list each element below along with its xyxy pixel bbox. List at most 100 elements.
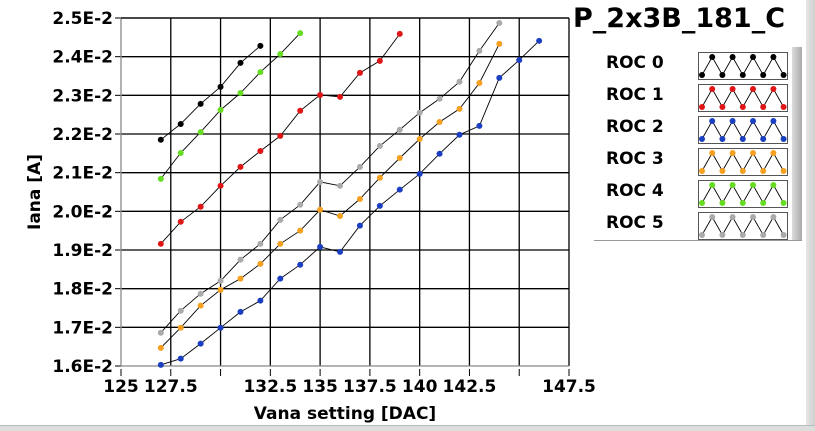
y-tick-label: 1.6E-2 bbox=[52, 357, 113, 377]
data-point bbox=[197, 129, 204, 136]
data-point bbox=[257, 42, 264, 49]
legend-marker bbox=[780, 104, 787, 110]
data-point bbox=[416, 136, 423, 143]
legend-marker bbox=[739, 232, 746, 238]
legend-marker bbox=[760, 168, 767, 174]
legend-marker bbox=[699, 200, 705, 206]
data-point bbox=[297, 227, 304, 234]
data-point bbox=[297, 261, 304, 268]
window-bottom-edge bbox=[0, 425, 815, 431]
data-point bbox=[197, 290, 204, 297]
data-point bbox=[157, 175, 164, 182]
x-tick-label: 125 bbox=[103, 377, 139, 397]
data-point bbox=[317, 243, 324, 250]
legend-marker bbox=[719, 104, 726, 110]
legend-marker bbox=[760, 200, 767, 206]
x-tick-label: 127.5 bbox=[144, 377, 198, 397]
data-point bbox=[496, 74, 503, 81]
series-group bbox=[157, 20, 543, 368]
legend-marker bbox=[760, 232, 767, 238]
legend-item-roc-1: ROC 1 bbox=[594, 82, 794, 112]
data-point bbox=[356, 195, 363, 202]
data-point bbox=[277, 50, 284, 57]
legend-marker bbox=[760, 72, 767, 78]
legend-marker bbox=[760, 104, 767, 110]
legend-scrollbar[interactable] bbox=[792, 47, 802, 240]
legend-swatch bbox=[698, 52, 788, 80]
legend-marker bbox=[780, 232, 787, 238]
data-point bbox=[257, 240, 264, 247]
x-tick-label: 147.5 bbox=[542, 377, 596, 397]
data-point bbox=[177, 324, 184, 331]
legend-marker bbox=[709, 54, 716, 60]
legend-swatch bbox=[698, 148, 788, 176]
legend-marker bbox=[729, 150, 736, 156]
data-point bbox=[197, 302, 204, 309]
legend-marker bbox=[739, 72, 746, 78]
legend-marker bbox=[770, 118, 777, 124]
y-tick-label: 1.7E-2 bbox=[52, 318, 113, 338]
legend-marker bbox=[709, 182, 716, 188]
x-tick-label: 142.5 bbox=[443, 377, 497, 397]
grid bbox=[121, 17, 570, 366]
legend-swatch bbox=[698, 116, 788, 144]
y-tick-label: 2.4E-2 bbox=[52, 48, 113, 68]
legend-marker bbox=[770, 150, 777, 156]
legend: ROC 0 ROC 1 ROC 2 ROC 3 ROC 4 ROC 5 bbox=[594, 47, 802, 241]
axes: 125 127.5 132.5 135 137.5 140 142.5 147.5 1.6E-2… bbox=[52, 9, 596, 397]
data-point bbox=[257, 69, 264, 76]
legend-marker bbox=[780, 136, 787, 142]
data-point bbox=[436, 119, 443, 126]
legend-marker bbox=[719, 168, 726, 174]
data-point bbox=[396, 126, 403, 133]
legend-marker bbox=[709, 150, 716, 156]
legend-marker bbox=[750, 182, 756, 188]
data-point bbox=[257, 297, 264, 304]
legend-marker bbox=[729, 182, 736, 188]
data-point bbox=[456, 105, 463, 112]
series-line bbox=[160, 32, 301, 180]
data-point bbox=[297, 107, 304, 114]
data-point bbox=[416, 109, 423, 116]
x-tick-label: 137.5 bbox=[343, 377, 397, 397]
data-point bbox=[396, 186, 403, 193]
legend-item-roc-2: ROC 2 bbox=[594, 114, 794, 144]
data-point bbox=[376, 174, 383, 181]
data-point bbox=[217, 182, 224, 189]
series-line bbox=[160, 40, 540, 366]
data-point bbox=[396, 30, 403, 37]
data-point bbox=[476, 47, 483, 54]
data-point bbox=[277, 132, 284, 139]
data-point bbox=[356, 69, 363, 76]
series-line bbox=[160, 43, 500, 349]
data-point bbox=[496, 40, 503, 47]
data-point bbox=[476, 79, 483, 86]
legend-marker bbox=[719, 200, 726, 206]
series-roc-2 bbox=[157, 37, 543, 368]
data-point bbox=[157, 240, 164, 247]
data-point bbox=[177, 355, 184, 362]
data-point bbox=[177, 218, 184, 225]
data-point bbox=[237, 308, 244, 315]
data-point bbox=[396, 154, 403, 161]
legend-label: ROC 5 bbox=[606, 213, 664, 233]
x-tick-label: 132.5 bbox=[243, 377, 297, 397]
series-roc-4 bbox=[157, 30, 304, 182]
data-point bbox=[337, 182, 344, 189]
x-tick-label: 140 bbox=[402, 377, 438, 397]
data-point bbox=[376, 202, 383, 209]
legend-marker bbox=[719, 136, 726, 142]
data-point bbox=[177, 149, 184, 156]
legend-item-roc-3: ROC 3 bbox=[594, 146, 794, 176]
legend-marker bbox=[770, 86, 777, 92]
data-point bbox=[217, 286, 224, 293]
data-point bbox=[157, 344, 164, 351]
data-point bbox=[356, 222, 363, 229]
data-point bbox=[337, 93, 344, 100]
data-point bbox=[277, 275, 284, 282]
data-point bbox=[317, 91, 324, 98]
data-point bbox=[337, 248, 344, 255]
series-roc-0 bbox=[157, 42, 264, 143]
data-point bbox=[237, 59, 244, 66]
data-point bbox=[277, 240, 284, 247]
